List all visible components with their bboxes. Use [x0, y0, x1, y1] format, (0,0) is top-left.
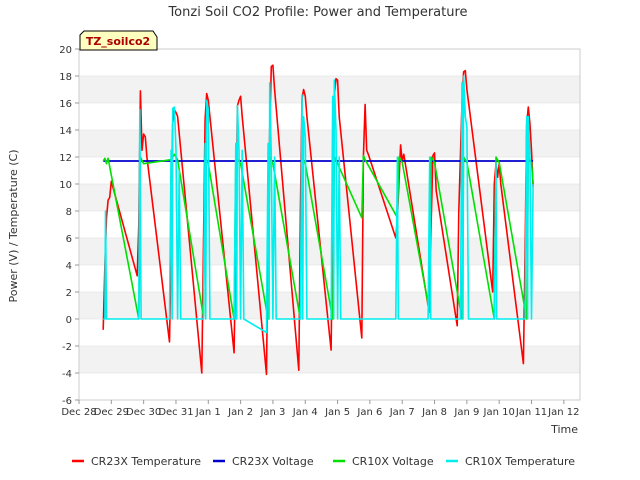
y-tick-label: 14 [59, 126, 72, 137]
series-line-cr10x-temperature [103, 75, 534, 334]
x-tick-label: Dec 31 [158, 407, 193, 418]
x-tick-label: Dec 28 [61, 407, 96, 418]
site-label-box: TZ_soilco2 [79, 30, 158, 51]
y-tick-label: 6 [66, 234, 72, 245]
series-lines [102, 64, 534, 376]
y-tick-label: -2 [62, 342, 72, 353]
grid-band [79, 130, 580, 157]
x-tick-label: Jan 7 [389, 407, 415, 418]
grid-band [79, 103, 580, 130]
legend-label: CR23X Temperature [91, 455, 201, 468]
x-tick-label: Jan 11 [515, 407, 547, 418]
grid-band [79, 373, 580, 400]
y-tick-label: -6 [62, 396, 72, 407]
grid-band [79, 49, 580, 76]
y-tick-label: 2 [66, 288, 72, 299]
grid-band [79, 238, 580, 265]
x-tick-label: Jan 2 [227, 407, 253, 418]
y-ticks: -6 -4 -2 0 2 4 6 8 10 12 14 16 18 20 [59, 45, 79, 407]
grid-band [79, 346, 580, 373]
x-tick-label: Jan 10 [483, 407, 515, 418]
grid-band [79, 76, 580, 103]
y-tick-label: 18 [59, 72, 72, 83]
legend-label: CR10X Temperature [465, 455, 575, 468]
x-tick-label: Jan 1 [195, 407, 221, 418]
grid-bands [79, 49, 580, 401]
chart-title: Tonzi Soil CO2 Profile: Power and Temper… [167, 5, 467, 20]
x-tick-label: Jan 5 [324, 407, 350, 418]
y-tick-label: 16 [59, 99, 72, 110]
x-axis-label: Time [550, 423, 578, 436]
legend: CR23X Temperature CR23X Voltage CR10X Volt… [72, 455, 575, 468]
legend-label: CR10X Voltage [352, 455, 434, 468]
x-tick-label: Jan 8 [421, 407, 447, 418]
y-tick-label: 12 [59, 153, 72, 164]
y-tick-label: 10 [59, 180, 72, 191]
legend-label: CR23X Voltage [232, 455, 314, 468]
y-tick-label: -4 [62, 369, 72, 380]
y-tick-label: 0 [66, 315, 72, 326]
x-tick-label: Dec 30 [126, 407, 161, 418]
x-tick-label: Dec 29 [94, 407, 129, 418]
grid-band [79, 265, 580, 292]
y-tick-label: 8 [66, 207, 72, 218]
x-tick-label: Jan 4 [292, 407, 318, 418]
x-tick-label: Jan 6 [356, 407, 382, 418]
y-tick-label: 4 [66, 261, 72, 272]
grid-band [79, 292, 580, 319]
y-tick-label: 20 [59, 45, 72, 56]
plot-frame [78, 48, 581, 401]
y-axis-label: Power (V) / Temperature (C) [7, 149, 20, 302]
x-tick-label: Jan 12 [547, 407, 579, 418]
site-label: TZ_soilco2 [86, 35, 150, 48]
x-tick-label: Jan 3 [259, 407, 285, 418]
x-tick-label: Jan 9 [453, 407, 479, 418]
